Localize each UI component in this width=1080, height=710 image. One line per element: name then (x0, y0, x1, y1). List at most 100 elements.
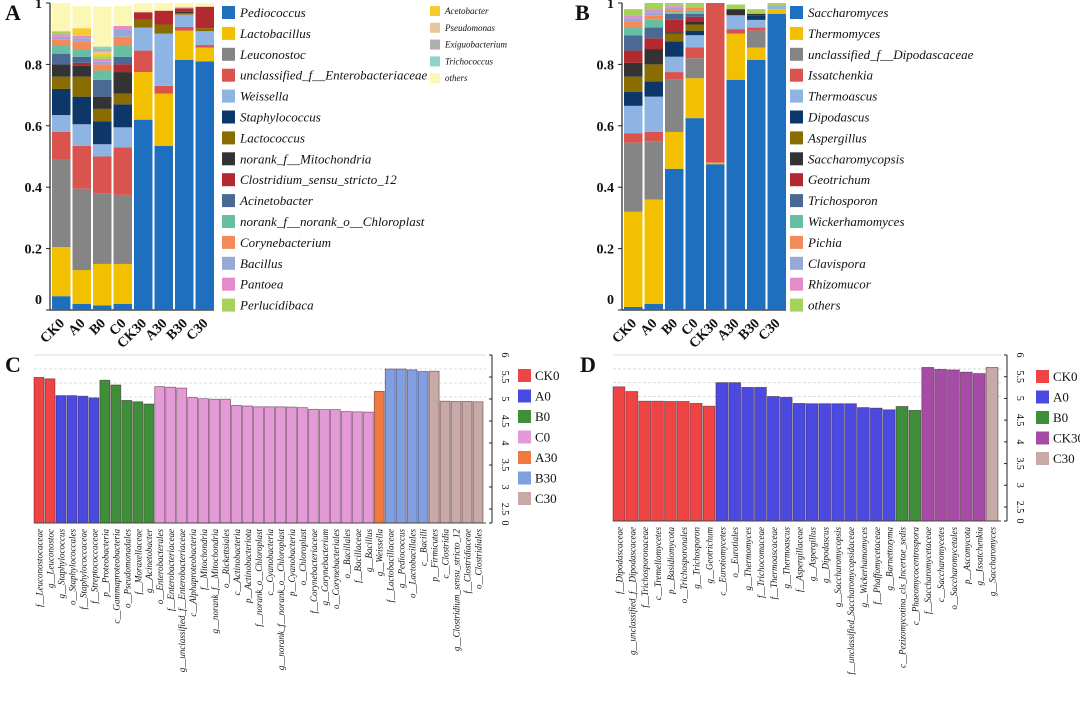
bar-segment-staphylococcus (113, 104, 132, 128)
bar-segment-issatchenkia (747, 27, 766, 31)
bar-segment-geotrichum (644, 38, 663, 50)
legend-label: Saccharomycopsis (808, 151, 904, 166)
legend-swatch (790, 152, 803, 166)
legend-label: Pseudomonas (444, 23, 495, 33)
lda-bar (472, 401, 484, 524)
bar-segment-saccharomycopsis (685, 21, 704, 25)
bar-label: o__Pseudomonadales (122, 529, 132, 608)
y-tick-label: 5 (499, 397, 510, 402)
legend-label: C30 (535, 491, 557, 506)
bar-segment-corynebacterium (93, 64, 112, 71)
legend-swatch (430, 56, 440, 67)
lda-bar (417, 371, 429, 524)
y-tick-label: 5.5 (1014, 370, 1025, 383)
panel-d: Df__Dipodascaceae g__unclassified_f__Dipo… (580, 352, 1080, 675)
bar-segment-pichia (624, 21, 643, 28)
bar-segment-pseudomonas (93, 51, 112, 54)
lda-bar (242, 405, 253, 524)
bar-label: f__Staphylococcaceae (78, 529, 88, 609)
legend-label: Pantoea (239, 277, 284, 292)
bar-segment-pediococcus (93, 305, 112, 310)
bar-segment-acetobacter (72, 28, 91, 36)
lda-bar (664, 401, 677, 522)
lda-bar (715, 382, 729, 522)
bar-label: g__Saccharomycopsis (833, 527, 843, 608)
lda-bar (676, 401, 690, 522)
lda-bar (33, 376, 45, 524)
bar-segment-aspergillus (665, 33, 684, 42)
bar-segment-dipodascus (747, 15, 766, 20)
lda-bar (439, 400, 451, 524)
bar-label: p__Basidiomycota (666, 527, 676, 595)
y-tick-label: 0.4 (597, 181, 615, 196)
bar-segment-unclassified-f-dipodascaceae (665, 79, 684, 132)
legend-swatch (1036, 370, 1049, 383)
y-tick-label: 0.4 (25, 181, 43, 196)
bar-segment-weissella (52, 115, 71, 132)
legend-label: Rhizomucor (807, 277, 872, 292)
lda-bar (406, 369, 418, 524)
legend-swatch (790, 110, 803, 124)
bar-label: f__Streptococcaceae (89, 529, 99, 604)
bar-segment-others (624, 9, 643, 16)
lda-bar (689, 403, 703, 522)
lda-bar (741, 386, 754, 522)
bar-segment-others (52, 3, 71, 32)
bar-segment-thermoascus (726, 15, 745, 30)
x-tick-label: B0 (659, 316, 681, 338)
lda-bar (187, 397, 199, 524)
bar-label: g__Acinetobacter (144, 529, 154, 593)
legend-swatch (222, 215, 235, 228)
legend-label: CK0 (1053, 369, 1078, 384)
legend-label: C0 (535, 430, 550, 445)
legend-swatch (430, 39, 440, 50)
bar-label: g__Pediococcus (397, 529, 407, 588)
bar-segment-saccharomycopsis (747, 13, 766, 16)
bar-label: f__Thermoascaceae (769, 527, 779, 599)
bar-segment-saccharomyces (747, 59, 766, 310)
legend-label: norank_f__Mitochondria (240, 151, 372, 166)
x-tick-label: C30 (184, 316, 212, 344)
bar-segment-thermoascus (685, 35, 704, 48)
lda-bar (154, 386, 166, 524)
bar-label: g__Staphylococcus (56, 529, 66, 599)
bar-segment-pediococcus (52, 296, 71, 310)
legend-label: others (808, 298, 841, 313)
bar-segment-leuconostoc (113, 194, 132, 264)
lda-bar (428, 370, 440, 524)
bar-segment-issatchenkia (624, 133, 643, 143)
legend-label: Lactococcus (239, 130, 305, 145)
bar-segment-weissella (93, 144, 112, 157)
bar-segment-geotrichum (665, 19, 684, 33)
legend-label: Thermomyces (808, 26, 880, 41)
bar-label: g__Trichosporon (692, 527, 702, 589)
y-tick-label: 3 (499, 485, 510, 490)
lda-bar (297, 407, 308, 524)
bar-label: f__Dipodascaceae (614, 527, 624, 594)
legend-label: Clavispora (808, 256, 866, 271)
bar-label: f__Leuconostocaceae (34, 529, 44, 607)
legend-swatch (518, 492, 531, 505)
bar-segment-pediococcus (72, 303, 91, 310)
bar-segment-pediococcus (113, 303, 132, 310)
y-tick-label: 6 (499, 353, 510, 358)
bar-segment-clostridium-sensu-stricto-12 (175, 8, 194, 12)
bar-label: f__Moraxellaceae (133, 529, 143, 594)
bar-segment-perlucidibaca (93, 56, 112, 59)
bar-label: f__Clostridiaceae (463, 529, 473, 594)
bar-label: g__norank_f__norank_o__Chloroplast (276, 529, 286, 671)
bar-segment-thermomyces (747, 47, 766, 60)
bar-label: o__Saccharomycetales (949, 527, 959, 610)
bar-segment-dipodascus (665, 41, 684, 57)
bar-segment-acinetobacter (113, 56, 132, 65)
lda-bar (395, 368, 407, 524)
bar-segment-others (747, 9, 766, 14)
lda-bar (340, 411, 352, 524)
x-tick-label: C30 (756, 316, 784, 344)
bar-segment-thermomyces (624, 211, 643, 307)
bar-label: f__Mitochondria (199, 529, 209, 590)
bar-label: o__Rickettsiales (221, 529, 231, 588)
bar-segment-lactobacillus (134, 72, 153, 120)
bar-segment-issatchenkia (644, 131, 663, 142)
